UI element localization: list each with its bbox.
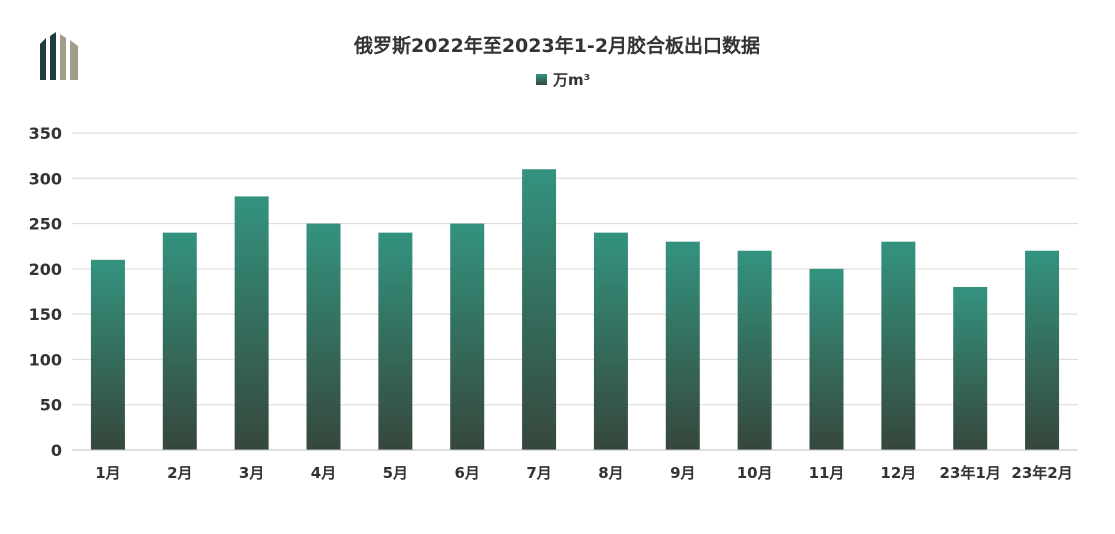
y-axis-ticks: 0 50 100 150 200 250 300 350	[29, 124, 62, 460]
x-category-label: 4月	[311, 464, 336, 482]
y-tick-label: 0	[51, 441, 62, 460]
gridlines	[72, 132, 1078, 406]
x-category-label: 5月	[383, 464, 408, 482]
bar	[162, 232, 197, 450]
y-tick-label: 200	[29, 260, 62, 279]
bar	[1025, 250, 1060, 450]
y-tick-label: 300	[29, 169, 62, 188]
x-category-label: 7月	[526, 464, 551, 482]
brand-logo	[40, 32, 78, 80]
y-tick-label: 100	[29, 350, 62, 369]
bar	[90, 259, 125, 450]
legend-label: 万m³	[552, 71, 590, 89]
y-tick-label: 150	[29, 305, 62, 324]
logo-stripe-3	[60, 34, 66, 80]
x-category-label: 11月	[809, 464, 845, 482]
y-tick-label: 50	[40, 396, 62, 415]
x-category-label: 23年1月	[940, 464, 1001, 482]
bar	[665, 241, 700, 450]
bar	[881, 241, 916, 450]
logo-stripe-2	[50, 32, 56, 80]
bar	[234, 196, 269, 450]
bar	[306, 223, 341, 450]
bar	[593, 232, 628, 450]
legend: 万m³	[536, 71, 590, 89]
x-category-label: 10月	[737, 464, 773, 482]
bar	[737, 250, 772, 450]
bar	[953, 286, 988, 450]
x-category-label: 8月	[598, 464, 623, 482]
x-category-label: 1月	[95, 464, 120, 482]
x-category-label: 23年2月	[1011, 464, 1072, 482]
x-axis-categories: 1月 2月 3月 4月 5月 6月 7月 8月 9月 10月 11月 12月 23年1月 23年2月	[95, 464, 1073, 482]
x-category-label: 3月	[239, 464, 264, 482]
bar	[809, 268, 844, 450]
legend-swatch	[536, 74, 547, 85]
x-category-label: 6月	[454, 464, 479, 482]
logo-stripe-1	[40, 38, 46, 80]
chart-title: 俄罗斯2022年至2023年1-2月胶合板出口数据	[353, 34, 760, 57]
bars	[90, 169, 1060, 450]
logo-stripe-4	[70, 40, 78, 80]
x-category-label: 2月	[167, 464, 192, 482]
x-category-label: 12月	[880, 464, 916, 482]
y-tick-label: 250	[29, 215, 62, 234]
x-category-label: 9月	[670, 464, 695, 482]
bar	[522, 169, 557, 450]
bar	[378, 232, 413, 450]
bar	[450, 223, 485, 450]
y-tick-label: 350	[29, 124, 62, 143]
